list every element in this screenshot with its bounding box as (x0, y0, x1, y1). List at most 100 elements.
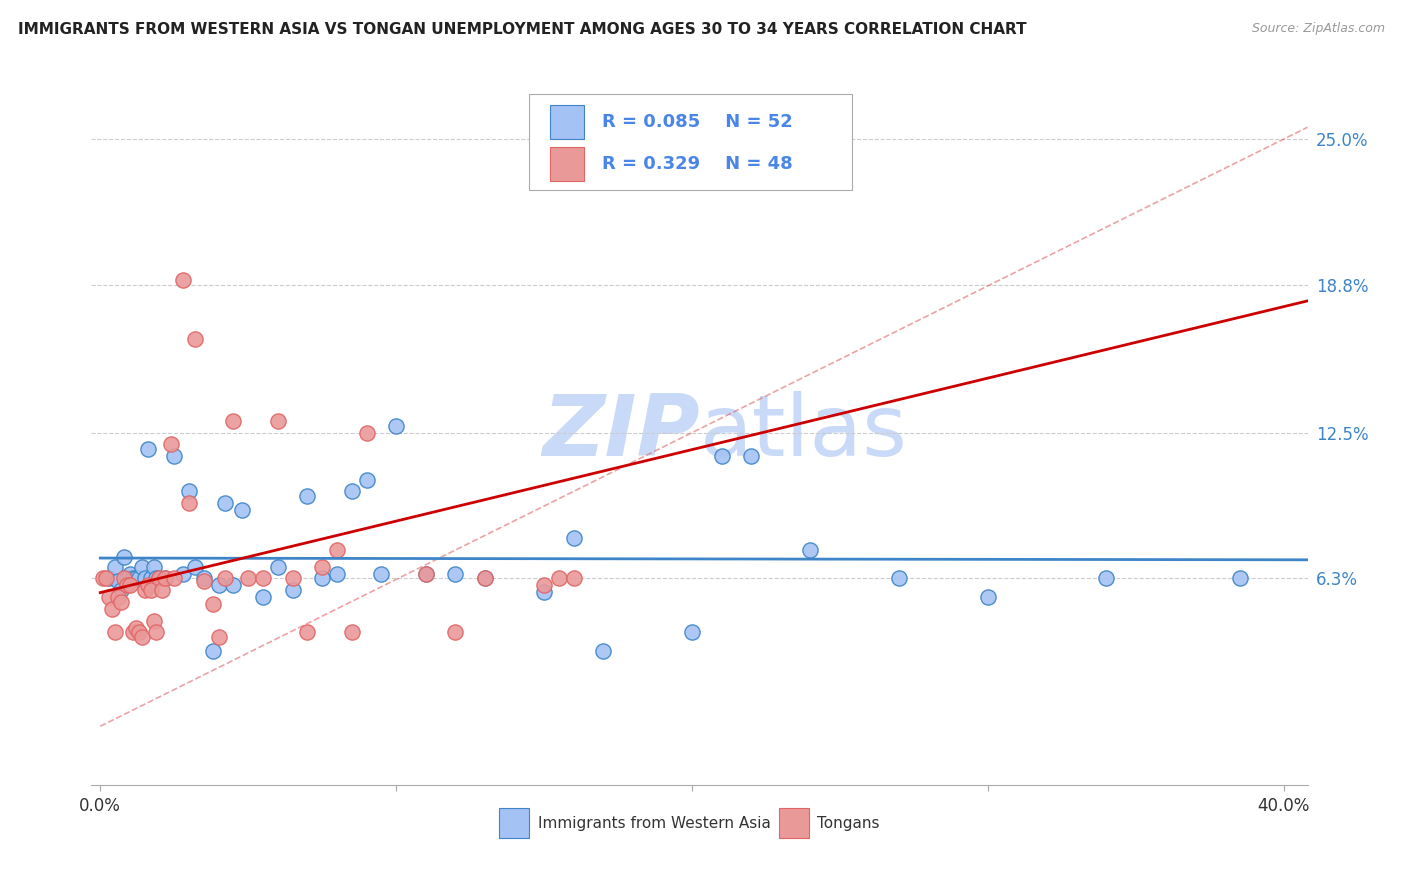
Point (710, 449, 733, 463)
Point (128, 625, 150, 640)
Point (231, 503, 253, 517)
Point (110, 582, 132, 597)
Point (415, 566, 437, 581)
Point (681, 625, 703, 640)
Point (326, 566, 349, 581)
Point (740, 449, 762, 463)
Point (112, 571, 135, 585)
Point (118, 566, 141, 581)
Point (740, 120, 762, 135)
Point (152, 582, 174, 597)
Point (184, 332, 207, 346)
Point (142, 614, 165, 628)
Point (238, 571, 260, 585)
Point (121, 625, 143, 640)
Point (177, 496, 200, 510)
Point (214, 496, 236, 510)
Point (415, 566, 437, 581)
Point (142, 559, 165, 574)
Point (207, 578, 229, 592)
Point (201, 597, 224, 611)
Point (562, 571, 585, 585)
Text: ZIP: ZIP (541, 391, 699, 475)
Point (311, 559, 333, 574)
Text: R = 0.329    N = 48: R = 0.329 N = 48 (602, 155, 793, 173)
Point (121, 571, 143, 585)
Point (533, 585, 555, 599)
Point (134, 571, 156, 585)
Point (145, 571, 167, 585)
Point (131, 559, 153, 574)
Point (252, 571, 274, 585)
Point (163, 449, 186, 463)
Text: Tongans: Tongans (817, 815, 880, 830)
Point (193, 574, 215, 588)
Point (193, 571, 215, 585)
Point (148, 571, 170, 585)
Point (98, 590, 121, 604)
Point (267, 414, 290, 428)
Point (155, 571, 177, 585)
Point (356, 425, 378, 440)
Point (592, 644, 614, 658)
Text: Source: ZipAtlas.com: Source: ZipAtlas.com (1251, 22, 1385, 36)
Point (139, 582, 162, 597)
Point (118, 578, 141, 592)
Point (139, 571, 162, 585)
Point (163, 571, 186, 585)
Point (107, 574, 129, 588)
Point (104, 559, 127, 574)
Point (214, 571, 236, 585)
Point (145, 625, 167, 640)
Point (297, 489, 319, 503)
Point (136, 442, 159, 456)
Point (444, 625, 467, 640)
Point (177, 484, 200, 499)
Point (1229, 571, 1251, 585)
Point (160, 437, 183, 451)
Point (1095, 571, 1118, 585)
Bar (550, 105, 583, 139)
Point (340, 625, 363, 640)
Point (385, 418, 408, 433)
Point (281, 582, 304, 597)
Point (131, 630, 153, 644)
Point (281, 571, 304, 585)
Point (96, 571, 118, 585)
Point (201, 644, 224, 658)
Point (222, 414, 245, 428)
Point (207, 630, 229, 644)
Point (267, 559, 290, 574)
Point (184, 559, 207, 574)
Point (148, 571, 170, 585)
Point (444, 566, 467, 581)
Point (356, 473, 378, 487)
Point (889, 571, 911, 585)
Point (155, 571, 177, 585)
Point (977, 590, 1000, 604)
Point (91, 571, 114, 585)
Point (474, 571, 496, 585)
Point (125, 571, 148, 585)
Point (311, 571, 333, 585)
Point (101, 602, 124, 616)
FancyBboxPatch shape (529, 95, 852, 189)
Point (136, 578, 159, 592)
Text: Immigrants from Western Asia: Immigrants from Western Asia (537, 815, 770, 830)
Point (172, 566, 194, 581)
Point (474, 571, 496, 585)
Point (128, 571, 150, 585)
Point (297, 625, 319, 640)
Point (134, 582, 156, 597)
Text: IMMIGRANTS FROM WESTERN ASIA VS TONGAN UNEMPLOYMENT AMONG AGES 30 TO 34 YEARS CO: IMMIGRANTS FROM WESTERN ASIA VS TONGAN U… (18, 22, 1026, 37)
Text: atlas: atlas (699, 391, 907, 475)
Text: R = 0.085    N = 52: R = 0.085 N = 52 (602, 113, 793, 131)
Point (172, 273, 194, 287)
Point (107, 590, 129, 604)
Point (104, 625, 127, 640)
Bar (499, 808, 529, 838)
Point (799, 543, 821, 558)
Point (125, 621, 148, 635)
Bar (550, 147, 583, 181)
Point (115, 578, 138, 592)
